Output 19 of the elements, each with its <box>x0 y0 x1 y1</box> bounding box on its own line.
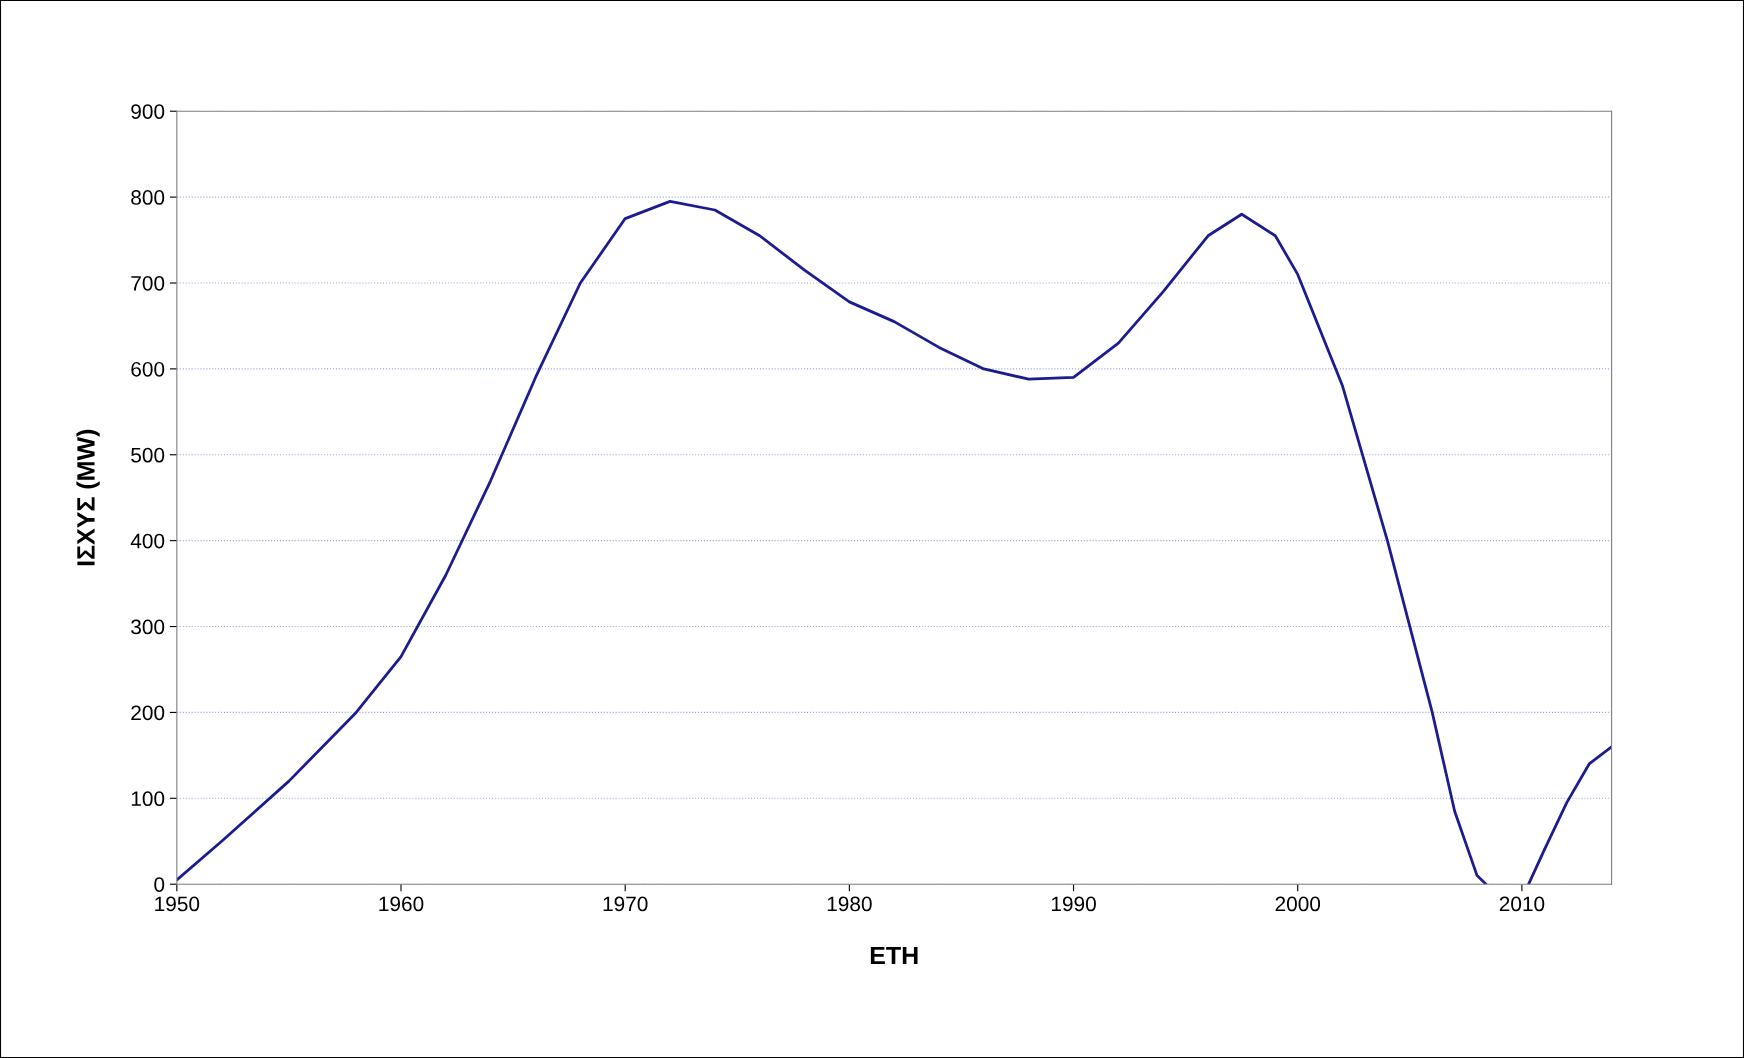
y-tick-label: 200 <box>131 705 165 721</box>
y-tick-label: 600 <box>131 361 165 377</box>
x-tick-label: 1970 <box>603 896 648 912</box>
x-tick-label: 2010 <box>1499 896 1545 912</box>
y-tick-label: 700 <box>131 275 165 291</box>
y-tick-label: 500 <box>131 447 165 463</box>
y-tick-label: 0 <box>154 877 165 892</box>
x-axis-title: ΕΤΗ <box>870 946 918 965</box>
y-tick-label: 800 <box>131 190 165 205</box>
y-tick-label: 100 <box>131 791 165 807</box>
x-tick-label: 1950 <box>155 896 200 912</box>
y-axis-title: ΙΣΧΥΣ (MW) <box>76 429 100 566</box>
x-tick-label: 2000 <box>1275 896 1321 912</box>
x-tick-label: 1960 <box>379 896 424 912</box>
y-tick-label: 300 <box>131 619 165 635</box>
x-tick-label: 1980 <box>827 896 872 912</box>
y-tick-label: 900 <box>131 104 165 119</box>
y-tick-label: 400 <box>130 533 165 549</box>
x-tick-label: 1990 <box>1051 896 1096 912</box>
